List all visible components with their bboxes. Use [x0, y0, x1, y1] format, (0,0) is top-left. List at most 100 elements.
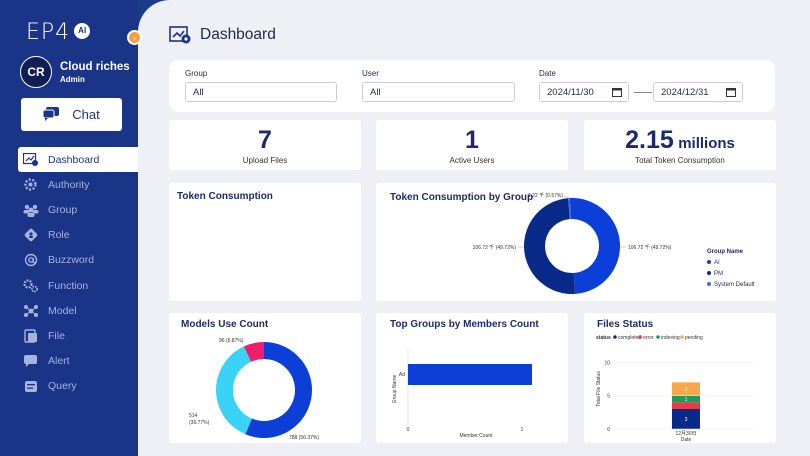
- group-filter-label: Group: [185, 69, 208, 78]
- group-icon: [22, 201, 39, 218]
- chat-icon: [43, 107, 60, 121]
- sidebar-item-file[interactable]: File: [18, 323, 138, 348]
- legend-item[interactable]: System Default: [714, 282, 755, 288]
- sidebar-item-group[interactable]: Group: [18, 197, 138, 222]
- calendar-icon: [612, 88, 622, 97]
- group-select[interactable]: All: [185, 82, 337, 102]
- data-label: 106.72 千 (49.72%): [473, 244, 517, 251]
- card-title: Files Status: [597, 319, 654, 330]
- pie-slice[interactable]: [568, 198, 571, 220]
- pie-slice[interactable]: [243, 342, 264, 362]
- legend-marker: [680, 335, 684, 339]
- legend-marker: [638, 335, 642, 339]
- bar-segment[interactable]: [672, 402, 700, 409]
- at-icon: [22, 252, 39, 269]
- user-name: Cloud riches: [60, 60, 130, 73]
- data-label: 1: [685, 397, 688, 403]
- data-label: 2: [685, 387, 688, 393]
- kpi-upload-files: 7 Upload Files: [169, 120, 361, 170]
- y-tick-label: 0: [607, 427, 610, 433]
- collapse-sidebar-button[interactable]: ›: [127, 30, 142, 45]
- kpi-value: 2.15 millions: [625, 126, 735, 154]
- sidebar-item-role[interactable]: Role: [18, 223, 138, 248]
- user-filter-label: User: [362, 69, 379, 78]
- query-icon: [22, 378, 39, 395]
- sidebar-item-authority[interactable]: Authority: [18, 172, 138, 197]
- data-label: 106.72 千 (49.72%): [628, 244, 672, 251]
- date-from-input[interactable]: 2024/11/30: [539, 82, 629, 102]
- pie-slice[interactable]: [524, 198, 576, 294]
- pie-slice[interactable]: [245, 342, 312, 438]
- y-tick-label: 5: [607, 394, 610, 400]
- filter-bar: Group All User All Date 2024/11/30 2024/…: [169, 60, 775, 112]
- bar-segment[interactable]: [672, 382, 700, 396]
- kpi-total-tokens: 2.15 millions Total Token Consumption: [584, 120, 776, 170]
- gear-user-icon: [22, 176, 39, 193]
- y-axis-label: Total File Status: [596, 371, 602, 407]
- sidebar-item-alert[interactable]: Alert: [18, 349, 138, 374]
- sidebar-item-buzzword[interactable]: Buzzword: [18, 248, 138, 273]
- kpi-value: 7: [258, 126, 272, 154]
- y-tick-label: 10: [604, 360, 610, 366]
- y-tick-label: Ad: [399, 372, 405, 378]
- file-icon: [22, 327, 39, 344]
- bar-segment[interactable]: [672, 409, 700, 429]
- top-groups-chart: Ad 0 1 Member Count Group Name: [392, 349, 532, 439]
- card-title: Top Groups by Members Count: [390, 319, 539, 330]
- alert-icon: [22, 353, 39, 370]
- x-tick-label: 0: [407, 427, 410, 433]
- sidebar-item-query[interactable]: Query: [18, 374, 138, 399]
- data-label: 514: [189, 413, 198, 419]
- legend-item[interactable]: pending: [685, 335, 703, 341]
- data-label: (36.77%): [189, 420, 210, 426]
- bar[interactable]: [408, 364, 532, 385]
- user-select[interactable]: All: [362, 82, 515, 102]
- kpi-label: Active Users: [449, 156, 495, 165]
- data-label: 3: [685, 417, 688, 423]
- user-profile[interactable]: CR Cloud riches Admin: [20, 56, 130, 88]
- kpi-active-users: 1 Active Users: [376, 120, 568, 170]
- chevron-right-icon: ›: [133, 32, 136, 43]
- kpi-label: Total Token Consumption: [635, 156, 725, 165]
- sidebar-item-dashboard[interactable]: Dashboard: [18, 147, 138, 173]
- main-content: Dashboard Group All User All Date 2024/1…: [138, 0, 810, 456]
- files-status-chart: status completed error indexing pending 3 1 2 0 5…: [596, 335, 754, 443]
- model-icon: [22, 302, 39, 319]
- leader-line: [563, 195, 571, 199]
- legend-item[interactable]: indexing: [661, 335, 680, 341]
- chat-button[interactable]: Chat: [21, 98, 122, 131]
- data-label: 1.22 千 (0.57%): [528, 192, 563, 199]
- bar-segment[interactable]: [672, 395, 700, 403]
- x-axis-label: Date: [681, 437, 692, 443]
- app-logo[interactable]: EP4 AI: [26, 20, 91, 45]
- kpi-label: Upload Files: [242, 156, 288, 165]
- pie-slice[interactable]: [216, 346, 252, 435]
- date-to-input[interactable]: 2024/12/31: [653, 82, 743, 102]
- sidebar-item-function[interactable]: Function: [18, 273, 138, 298]
- dashboard-icon: [22, 151, 39, 168]
- legend-marker: [613, 335, 617, 339]
- sidebar-item-model[interactable]: Model: [18, 298, 138, 323]
- data-label: 96 (6.87%): [219, 338, 244, 344]
- x-tick-label: 1: [521, 427, 524, 433]
- x-tick-label: 12月30日: [675, 431, 696, 437]
- card-title: Models Use Count: [181, 319, 269, 330]
- legend-item[interactable]: AI: [714, 260, 720, 266]
- x-axis-label: Member Count: [459, 433, 493, 439]
- data-label: 788 (56.37%): [289, 435, 319, 441]
- token-by-group-chart: 106.72 千 (49.72%) 106.72 千 (49.72%) 1.22 千…: [473, 192, 755, 294]
- legend-item[interactable]: completed: [618, 335, 641, 341]
- user-role: Admin: [60, 74, 85, 84]
- legend-item[interactable]: PM: [714, 271, 723, 277]
- y-axis-label: Group Name: [392, 374, 398, 403]
- legend-title: status: [596, 335, 611, 341]
- legend-marker: [707, 260, 711, 264]
- card-title: Token Consumption by Group: [390, 192, 534, 203]
- top-groups-card: Top Groups by Members Count Ad 0 1 Member C…: [376, 313, 568, 443]
- legend-marker: [707, 282, 711, 286]
- pie-slice[interactable]: [569, 198, 620, 294]
- card-title: Token Consumption: [177, 191, 273, 202]
- legend-item[interactable]: error: [643, 335, 654, 341]
- calendar-icon: [726, 88, 736, 97]
- legend-title: Group Name: [707, 249, 744, 255]
